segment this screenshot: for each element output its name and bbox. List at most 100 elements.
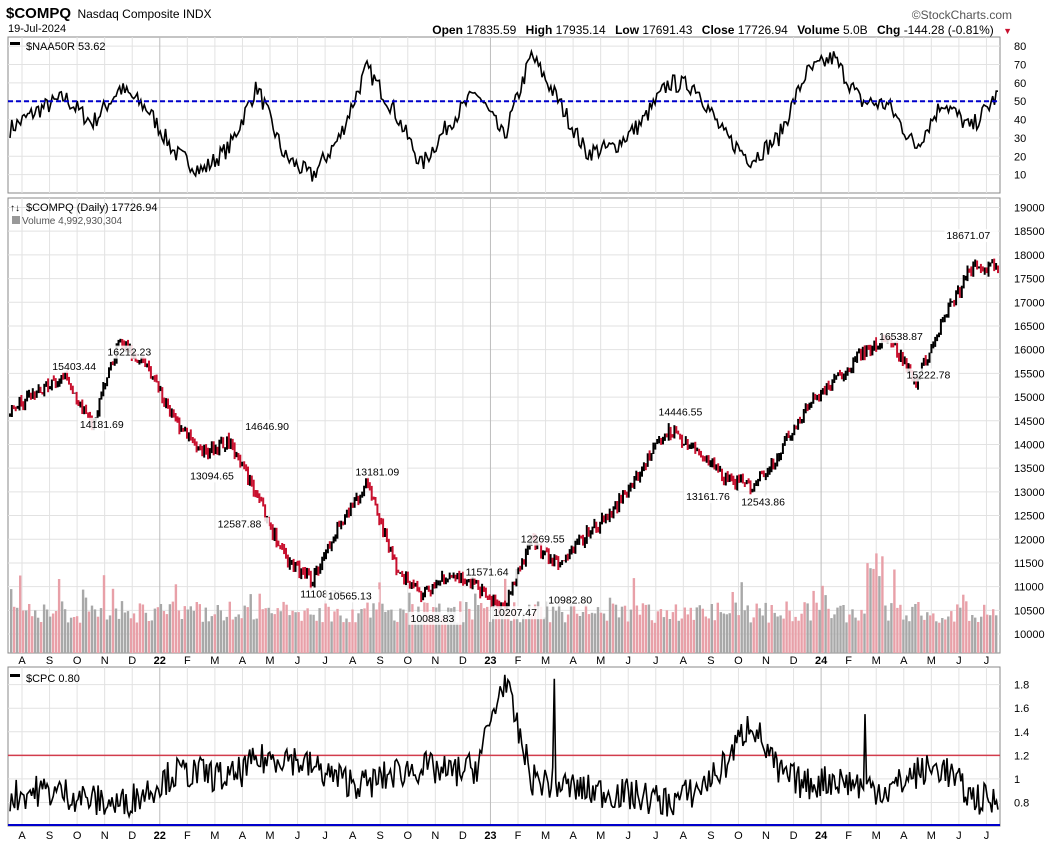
- volume-bar: [632, 578, 636, 653]
- price-annotation: 14446.55: [659, 406, 703, 418]
- volume-bar: [225, 616, 228, 653]
- x-axis-label: J: [625, 830, 631, 842]
- x-axis-label: D: [128, 655, 136, 667]
- volume-bar: [150, 620, 154, 653]
- volume-bar: [554, 610, 558, 653]
- volume-bar: [22, 610, 25, 653]
- volume-bar: [581, 612, 585, 653]
- volume-bar: [911, 606, 914, 653]
- x-axis-label: O: [73, 830, 82, 842]
- volume-bar: [986, 614, 989, 653]
- x-axis-label: A: [680, 830, 688, 842]
- volume-bar: [683, 607, 686, 653]
- volume-bar: [381, 603, 384, 653]
- y-tick-label: 19000: [1014, 202, 1045, 214]
- volume-bar: [542, 617, 546, 653]
- volume-bar: [614, 604, 618, 653]
- price-annotation-bg: [904, 368, 959, 382]
- x-axis-label: J: [653, 830, 659, 842]
- volume-bar: [324, 603, 327, 653]
- panel-frame-0: [7, 36, 1001, 194]
- volume-bar: [13, 606, 16, 653]
- volume-bar: [938, 622, 941, 653]
- volume-bar: [950, 611, 953, 653]
- volume-bar: [348, 622, 351, 653]
- x-axis-label: 24: [815, 830, 828, 842]
- volume-bar: [288, 615, 291, 653]
- x-axis-label: A: [900, 830, 908, 842]
- y-tick-label: 1: [1014, 774, 1020, 786]
- volume-bar: [752, 617, 755, 653]
- volume-bar: [851, 609, 854, 653]
- volume-bar: [429, 615, 432, 653]
- price-annotation: 18671.07: [946, 230, 990, 242]
- y-tick-label: 13500: [1014, 463, 1045, 475]
- volume-bar: [932, 613, 935, 653]
- x-axis-label: A: [900, 655, 908, 667]
- brand-label[interactable]: ©StockCharts.com: [911, 8, 1012, 22]
- volume-bar: [34, 610, 37, 653]
- x-axis-label: F: [515, 830, 522, 842]
- volume-bar: [659, 609, 663, 653]
- volume-bar: [806, 603, 809, 653]
- volume-bar: [653, 622, 657, 653]
- volume-bar: [276, 608, 279, 653]
- volume-bar: [776, 616, 779, 653]
- x-axis-label: 24: [815, 655, 828, 667]
- volume-bar: [746, 605, 749, 653]
- down-arrow-icon: ▼: [1003, 26, 1012, 36]
- volume-bar: [674, 604, 678, 653]
- volume-bar: [602, 613, 606, 653]
- price-annotation-bg: [491, 606, 545, 620]
- x-axis-label: M: [927, 655, 936, 667]
- volume-bar: [728, 613, 731, 653]
- x-axis-label: A: [18, 655, 26, 667]
- volume-bar: [617, 617, 621, 653]
- volume-bar: [830, 618, 833, 653]
- x-axis-label: J: [322, 655, 328, 667]
- volume-bar: [363, 608, 366, 653]
- volume-bar: [372, 603, 375, 653]
- volume-bar: [237, 614, 240, 653]
- x-axis-label: M: [596, 655, 605, 667]
- volume-bar: [704, 616, 707, 653]
- price-annotation: 13161.76: [686, 491, 730, 503]
- volume-bar: [749, 622, 752, 653]
- volume-bar: [812, 590, 815, 653]
- y-tick-label: 12500: [1014, 511, 1045, 523]
- volume-bar: [306, 608, 309, 653]
- y-tick-label: 16000: [1014, 345, 1045, 357]
- x-axis-label: A: [349, 830, 357, 842]
- volume-bar: [785, 601, 788, 653]
- volume-bar: [351, 609, 354, 653]
- volume-bar: [10, 589, 13, 653]
- volume-bar: [995, 615, 998, 653]
- volume-bar: [498, 611, 501, 653]
- volume-bar: [54, 611, 58, 653]
- volume-bar: [243, 605, 246, 653]
- volume-bar: [336, 608, 339, 653]
- volume-bar: [881, 556, 884, 653]
- volume-bar: [593, 613, 597, 653]
- x-axis-label: J: [322, 830, 328, 842]
- volume-bar: [423, 602, 426, 653]
- volume-bar: [977, 622, 980, 653]
- volume-bar: [213, 614, 216, 653]
- volume-bar: [578, 616, 582, 653]
- volume-bar: [63, 609, 67, 653]
- volume-bar: [635, 605, 639, 653]
- volume-bar: [132, 613, 136, 653]
- price-annotation: 16212.23: [107, 347, 151, 359]
- volume-bar: [719, 612, 722, 653]
- volume-bar: [168, 604, 172, 653]
- volume-bar: [189, 606, 192, 653]
- volume-bar: [450, 608, 453, 653]
- volume-bar: [516, 616, 519, 653]
- volume-bar: [327, 606, 330, 653]
- volume-bar: [533, 604, 537, 653]
- volume-bar: [489, 621, 492, 653]
- volume-bar: [51, 613, 55, 653]
- y-tick-label: 10: [1014, 170, 1026, 182]
- x-axis-label: 23: [484, 655, 496, 667]
- volume-bar: [839, 605, 842, 653]
